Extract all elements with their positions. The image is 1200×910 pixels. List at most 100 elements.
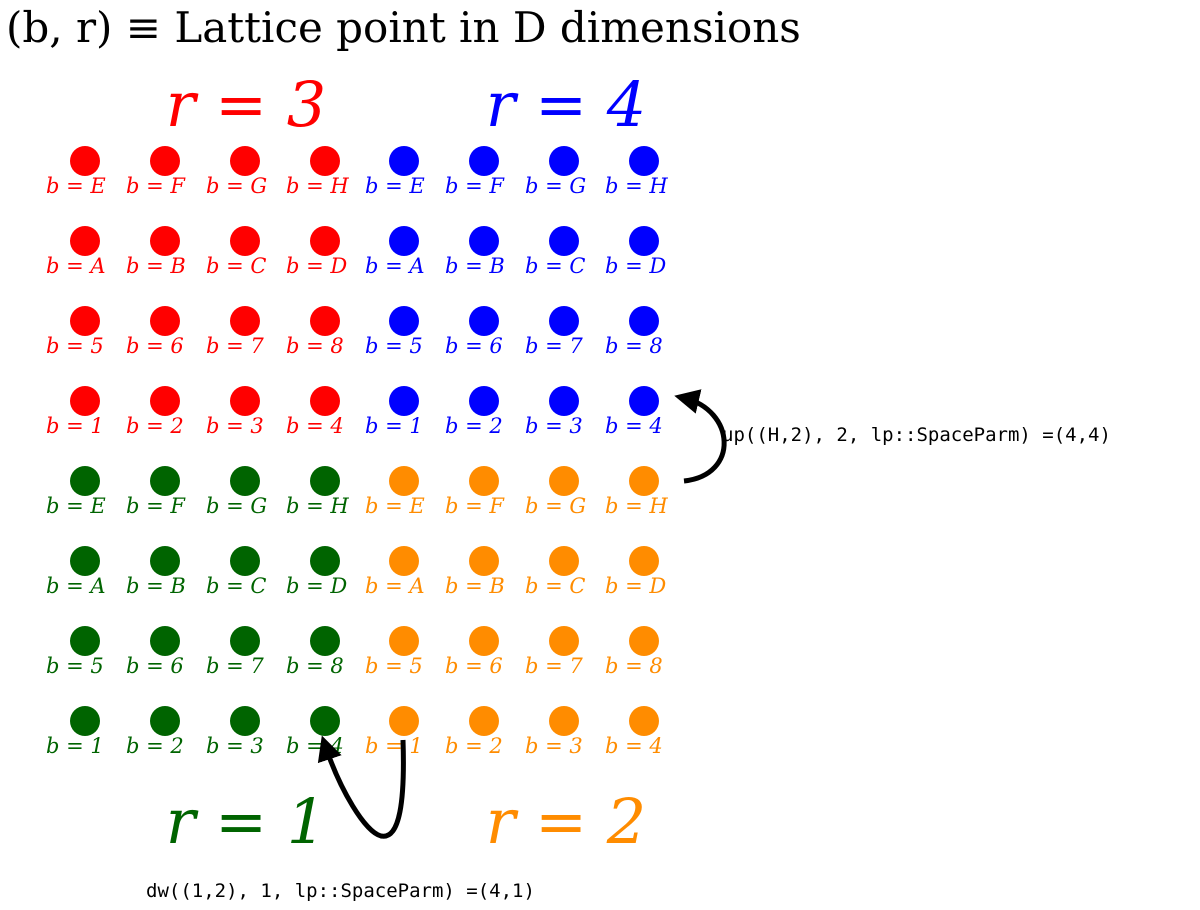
lattice-point xyxy=(469,706,499,736)
lattice-point-label: b = 2 xyxy=(445,414,503,438)
lattice-point xyxy=(549,466,579,496)
lattice-point-label: b = B xyxy=(126,254,186,278)
lattice-point xyxy=(150,226,180,256)
lattice-point xyxy=(70,546,100,576)
lattice-point-label: b = 6 xyxy=(126,334,184,358)
lattice-point xyxy=(469,626,499,656)
up-arrow xyxy=(674,389,727,484)
lattice-point-label: b = 7 xyxy=(525,654,583,678)
lattice-point-label: b = 8 xyxy=(605,334,663,358)
lattice-point-label: b = E xyxy=(365,494,425,518)
lattice-point xyxy=(629,626,659,656)
lattice-point-label: b = 5 xyxy=(46,654,104,678)
lattice-point xyxy=(230,546,260,576)
lattice-point xyxy=(310,386,340,416)
lattice-point-label: b = C xyxy=(206,574,266,598)
lattice-point xyxy=(469,226,499,256)
lattice-point xyxy=(310,226,340,256)
lattice-point xyxy=(230,706,260,736)
lattice-point-label: b = 4 xyxy=(605,734,663,758)
lattice-point xyxy=(549,146,579,176)
lattice-point xyxy=(230,626,260,656)
lattice-point-label: b = G xyxy=(525,494,586,518)
lattice-point xyxy=(230,146,260,176)
lattice-point-label: b = 4 xyxy=(286,414,344,438)
up-annotation: up((H,2), 2, lp::SpaceParm) =(4,4) xyxy=(722,424,1111,446)
lattice-point-label: b = 1 xyxy=(365,734,423,758)
lattice-point-label: b = 1 xyxy=(46,734,104,758)
lattice-point xyxy=(70,226,100,256)
lattice-point-label: b = E xyxy=(365,174,425,198)
lattice-point xyxy=(389,386,419,416)
quadrant-label-r-3: r = 3 xyxy=(166,68,326,141)
lattice-point-label: b = A xyxy=(365,574,425,598)
lattice-point-label: b = D xyxy=(286,574,347,598)
lattice-point xyxy=(549,226,579,256)
lattice-point xyxy=(310,706,340,736)
lattice-point-label: b = 5 xyxy=(46,334,104,358)
lattice-point xyxy=(310,466,340,496)
quadrant-label-r-2: r = 2 xyxy=(486,785,646,858)
lattice-point-label: b = F xyxy=(445,174,505,198)
lattice-point-label: b = 2 xyxy=(445,734,503,758)
lattice-point xyxy=(70,706,100,736)
lattice-point-label: b = 2 xyxy=(126,414,184,438)
lattice-point xyxy=(389,226,419,256)
diagram-title: (b, r) ≡ Lattice point in D dimensions xyxy=(6,3,801,52)
lattice-point xyxy=(629,546,659,576)
lattice-point-label: b = A xyxy=(46,574,106,598)
lattice-point xyxy=(629,226,659,256)
lattice-point-label: b = 3 xyxy=(525,734,583,758)
lattice-point xyxy=(150,466,180,496)
lattice-point-label: b = H xyxy=(605,494,668,518)
lattice-point xyxy=(389,626,419,656)
lattice-point-label: b = 1 xyxy=(46,414,104,438)
lattice-point xyxy=(70,626,100,656)
lattice-point xyxy=(230,466,260,496)
lattice-point xyxy=(549,306,579,336)
lattice-point xyxy=(310,626,340,656)
lattice-point xyxy=(150,706,180,736)
lattice-point xyxy=(469,466,499,496)
lattice-point-label: b = D xyxy=(286,254,347,278)
lattice-point-label: b = F xyxy=(126,174,186,198)
lattice-point-label: b = E xyxy=(46,174,106,198)
lattice-point xyxy=(629,706,659,736)
lattice-point-label: b = G xyxy=(206,174,267,198)
lattice-point xyxy=(469,546,499,576)
lattice-point-label: b = 6 xyxy=(445,654,503,678)
lattice-point xyxy=(629,466,659,496)
lattice-point xyxy=(469,146,499,176)
lattice-point xyxy=(150,386,180,416)
lattice-point xyxy=(389,546,419,576)
lattice-point-label: b = 7 xyxy=(525,334,583,358)
lattice-point xyxy=(549,626,579,656)
quadrant-label-r-4: r = 4 xyxy=(486,68,646,141)
down-annotation: dw((1,2), 1, lp::SpaceParm) =(4,1) xyxy=(146,880,535,902)
lattice-point-label: b = C xyxy=(525,574,585,598)
lattice-point xyxy=(150,146,180,176)
lattice-point-label: b = A xyxy=(365,254,425,278)
lattice-point-label: b = 1 xyxy=(365,414,423,438)
lattice-point xyxy=(70,386,100,416)
quadrant-label-r-1: r = 1 xyxy=(166,785,326,858)
lattice-point-label: b = B xyxy=(126,574,186,598)
lattice-point xyxy=(549,546,579,576)
lattice-point-label: b = F xyxy=(445,494,505,518)
lattice-point xyxy=(230,386,260,416)
lattice-point-label: b = 7 xyxy=(206,654,264,678)
lattice-point-label: b = 8 xyxy=(286,334,344,358)
lattice-point xyxy=(70,306,100,336)
down-arrow xyxy=(317,735,406,839)
lattice-point-label: b = B xyxy=(445,574,505,598)
lattice-point xyxy=(230,226,260,256)
lattice-point-label: b = D xyxy=(605,574,666,598)
lattice-point-label: b = 6 xyxy=(445,334,503,358)
lattice-point-label: b = H xyxy=(605,174,668,198)
lattice-point xyxy=(629,386,659,416)
lattice-point-label: b = 2 xyxy=(126,734,184,758)
lattice-point-label: b = 8 xyxy=(605,654,663,678)
lattice-point-label: b = 4 xyxy=(286,734,344,758)
lattice-point-label: b = G xyxy=(525,174,586,198)
